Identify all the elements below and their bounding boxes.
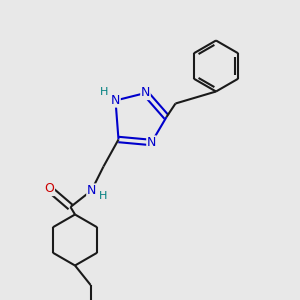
Text: H: H [100, 87, 108, 97]
Text: O: O [45, 182, 54, 196]
Text: N: N [147, 136, 156, 149]
Text: N: N [87, 184, 96, 197]
Text: N: N [141, 86, 150, 100]
Text: N: N [111, 94, 120, 107]
Text: H: H [99, 191, 107, 201]
